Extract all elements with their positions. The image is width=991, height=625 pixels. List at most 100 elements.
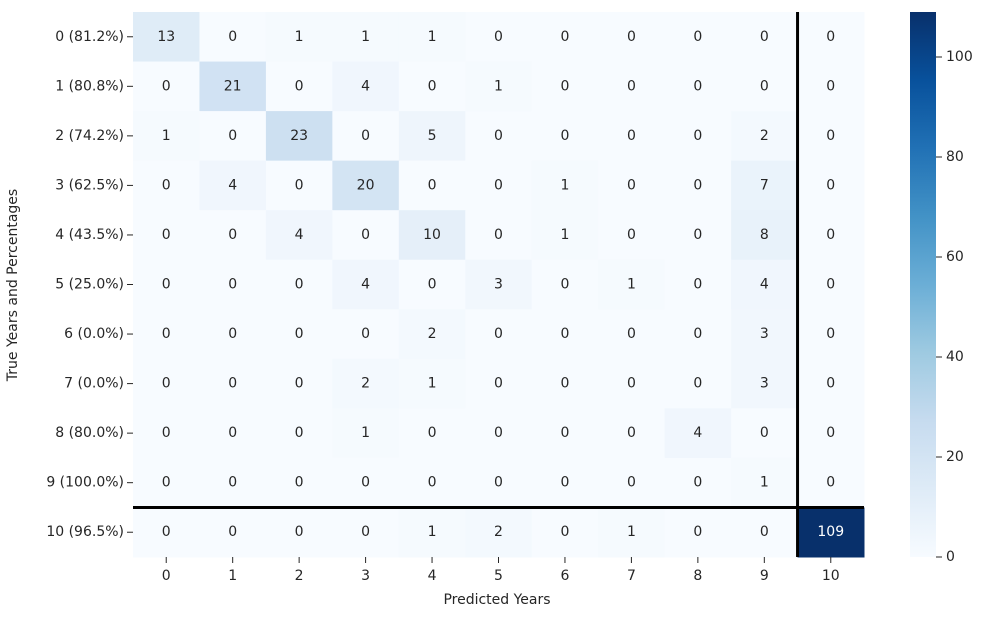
cell-label: 0: [826, 277, 835, 293]
cell-label: 0: [627, 78, 636, 94]
cell-label: 4: [693, 425, 702, 441]
heatmap-cell: [531, 259, 599, 310]
heatmap-cell: [731, 259, 799, 310]
heatmap-cell: [465, 12, 533, 63]
heatmap-cell: [731, 408, 799, 459]
heatmap-cell: [598, 259, 666, 310]
heatmap-cell: [598, 61, 666, 112]
heatmap-cell: [398, 507, 466, 558]
heatmap-cell: [398, 160, 466, 211]
cell-label: 3: [760, 376, 769, 392]
cell-label: 0: [162, 326, 171, 342]
cell-label: 1: [627, 524, 636, 540]
heatmap-cell: [664, 61, 732, 112]
cell-label: 0: [494, 29, 503, 45]
cell-label: 0: [494, 227, 503, 243]
heatmap-cell: [199, 12, 267, 63]
heatmap-cell: [265, 111, 333, 162]
heatmap-cell: [797, 111, 865, 162]
cell-label: 23: [290, 128, 308, 144]
cell-label: 0: [627, 227, 636, 243]
cell-label: 0: [162, 227, 171, 243]
heatmap-cell: [199, 309, 267, 360]
cell-label: 0: [295, 475, 304, 491]
cell-label: 1: [428, 524, 437, 540]
cell-label: 0: [295, 78, 304, 94]
heatmap-cell: [133, 259, 200, 310]
heatmap-cell: [199, 457, 267, 508]
cell-label: 1: [361, 425, 370, 441]
cell-label: 0: [627, 128, 636, 144]
heatmap-cell: [731, 210, 799, 261]
heatmap-cell: [465, 210, 533, 261]
cell-label: 0: [162, 475, 171, 491]
cell-label: 0: [162, 177, 171, 193]
heatmap-cell: [133, 12, 200, 63]
cell-label: 0: [361, 128, 370, 144]
colorbar-tick-label: 20: [946, 449, 964, 465]
cell-label: 0: [693, 29, 702, 45]
cell-label: 0: [228, 277, 237, 293]
cell-label: 0: [560, 128, 569, 144]
cell-label: 0: [295, 177, 304, 193]
cell-label: 20: [357, 177, 375, 193]
heatmap-cell: [731, 457, 799, 508]
heatmap-cell: [265, 457, 333, 508]
x-tick-label: 2: [295, 568, 304, 584]
heatmap-cell: [731, 309, 799, 360]
y-tick-label: 2 (74.2%): [55, 128, 124, 144]
heatmap-cell: [398, 309, 466, 360]
heatmap-cell: [731, 12, 799, 63]
heatmap-cell: [133, 210, 200, 261]
heatmap-cell: [199, 61, 267, 112]
heatmap-cell: [664, 160, 732, 211]
cell-label: 4: [361, 277, 370, 293]
cell-label: 1: [295, 29, 304, 45]
heatmap-cell: [797, 507, 865, 558]
cell-label: 2: [760, 128, 769, 144]
cell-label: 4: [228, 177, 237, 193]
heatmap-cell: [133, 457, 200, 508]
cell-label: 1: [560, 177, 569, 193]
heatmap-cell: [465, 160, 533, 211]
heatmap-cell: [531, 111, 599, 162]
cell-label: 0: [826, 128, 835, 144]
heatmap-cell: [332, 111, 400, 162]
heatmap-cell: [598, 309, 666, 360]
heatmap-cell: [465, 259, 533, 310]
cell-label: 0: [560, 475, 569, 491]
cell-label: 4: [295, 227, 304, 243]
cell-label: 4: [760, 277, 769, 293]
heatmap-cell: [398, 12, 466, 63]
cell-label: 0: [693, 376, 702, 392]
cell-label: 0: [428, 277, 437, 293]
cell-label: 0: [760, 425, 769, 441]
heatmap-cell: [332, 12, 400, 63]
y-tick-label: 3 (62.5%): [55, 177, 124, 193]
heatmap-cell: [731, 358, 799, 409]
heatmap-cell: [797, 259, 865, 310]
x-tick-label: 4: [428, 568, 437, 584]
heatmap-cell: [265, 309, 333, 360]
heatmap-cell: [332, 408, 400, 459]
cell-label: 0: [494, 475, 503, 491]
cell-label: 0: [295, 277, 304, 293]
heatmap-cell: [133, 160, 200, 211]
heatmap-cell: [664, 358, 732, 409]
heatmap-cell: [797, 457, 865, 508]
heatmap-cell: [332, 259, 400, 310]
heatmap-cell: [531, 507, 599, 558]
cell-label: 0: [228, 29, 237, 45]
heatmap-cell: [598, 358, 666, 409]
cell-label: 0: [627, 177, 636, 193]
cell-label: 0: [693, 277, 702, 293]
heatmap-cell: [265, 160, 333, 211]
cell-label: 13: [157, 29, 175, 45]
heatmap-cell: [531, 309, 599, 360]
heatmap-cell: [265, 259, 333, 310]
x-tick-label: 0: [162, 568, 171, 584]
cell-label: 0: [361, 524, 370, 540]
heatmap-cell: [664, 12, 732, 63]
cell-label: 4: [361, 78, 370, 94]
heatmap-cell: [332, 309, 400, 360]
